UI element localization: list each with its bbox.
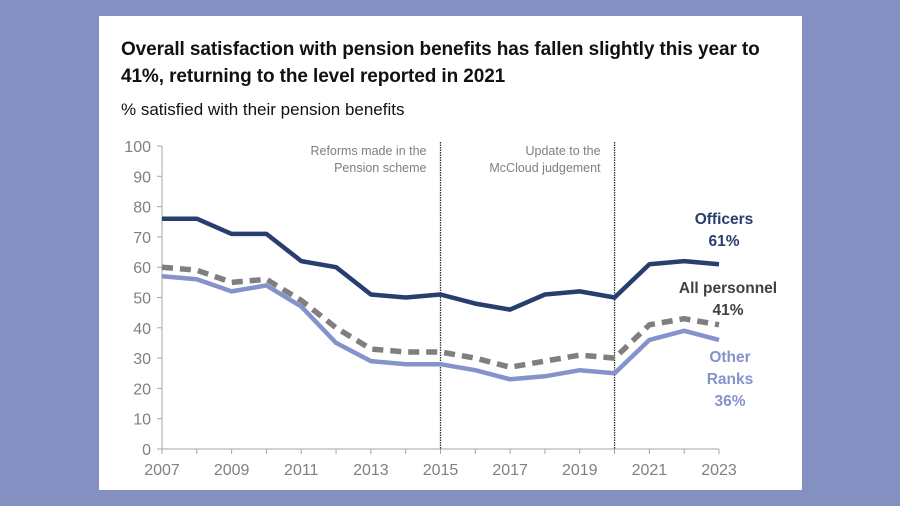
y-tick-label: 100 bbox=[124, 139, 151, 156]
series-end-label: 61% bbox=[708, 233, 739, 250]
y-tick-label: 80 bbox=[133, 200, 151, 217]
x-tick-label: 2021 bbox=[632, 462, 668, 479]
x-tick-label: 2019 bbox=[562, 462, 598, 479]
chart-subtitle: % satisfied with their pension benefits bbox=[121, 100, 405, 119]
y-tick-label: 90 bbox=[133, 169, 151, 186]
chart-card bbox=[99, 16, 802, 490]
axes: 0 10 20 30 40 50 60 70 80 90 100 2007 2009 2011 2013 20… bbox=[124, 139, 737, 479]
x-tick-label: 2015 bbox=[423, 462, 459, 479]
x-tick-label: 2023 bbox=[701, 462, 737, 479]
series-lines bbox=[161, 216, 720, 382]
series-end-label: 36% bbox=[714, 393, 745, 410]
y-tick-label: 60 bbox=[133, 260, 151, 277]
series-end-label: Other bbox=[709, 349, 750, 366]
chart-title: Overall satisfaction with pension benefi… bbox=[121, 39, 760, 87]
y-tick-label: 50 bbox=[133, 291, 151, 308]
annotation-text: McCloud judgement bbox=[489, 161, 601, 175]
annotation-text: Pension scheme bbox=[334, 161, 426, 175]
y-tick-label: 10 bbox=[133, 412, 151, 429]
y-tick-label: 20 bbox=[133, 381, 151, 398]
series-end-label: 41% bbox=[712, 302, 743, 319]
annotations: Reforms made in the Pension scheme Update … bbox=[310, 142, 616, 449]
x-tick-label: 2011 bbox=[284, 462, 319, 479]
series-end-label: All personnel bbox=[679, 280, 777, 297]
series-line-all-personnel bbox=[161, 264, 720, 370]
series-end-label: Officers bbox=[695, 211, 754, 228]
x-tick-label: 2007 bbox=[144, 462, 180, 479]
x-tick-label: 2013 bbox=[353, 462, 389, 479]
x-tick-label: 2009 bbox=[214, 462, 250, 479]
y-tick-label: 30 bbox=[133, 351, 151, 368]
x-tick-label: 2017 bbox=[492, 462, 528, 479]
series-end-label: Ranks bbox=[707, 371, 754, 388]
y-tick-label: 0 bbox=[142, 442, 151, 459]
y-tick-label: 70 bbox=[133, 230, 151, 247]
annotation-text: Reforms made in the bbox=[310, 144, 426, 158]
series-end-labels: Officers 61% All personnel 41% Other Ranks 36% bbox=[679, 211, 777, 410]
annotation-text: Update to the bbox=[526, 144, 601, 158]
y-tick-label: 40 bbox=[133, 321, 151, 338]
